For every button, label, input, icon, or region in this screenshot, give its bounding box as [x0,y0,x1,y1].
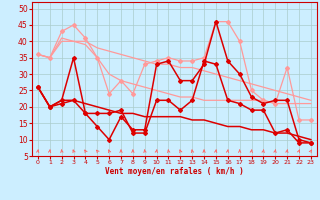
X-axis label: Vent moyen/en rafales ( km/h ): Vent moyen/en rafales ( km/h ) [105,167,244,176]
